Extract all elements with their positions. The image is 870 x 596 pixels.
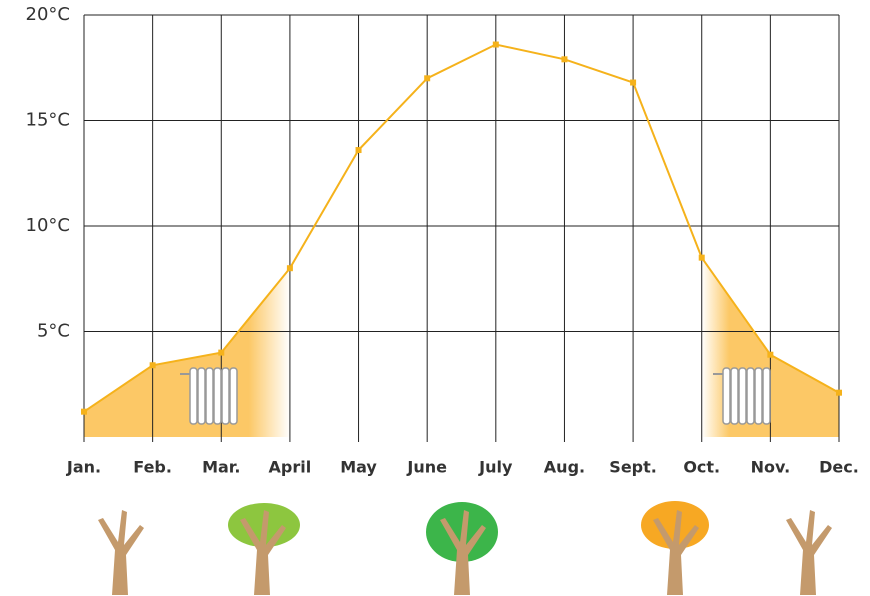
point — [81, 409, 87, 415]
point — [493, 42, 499, 48]
y-tick-label: 20°C — [26, 4, 70, 25]
point — [356, 147, 362, 153]
point — [150, 362, 156, 368]
point — [699, 255, 705, 261]
x-tick-label: Oct. — [683, 458, 720, 477]
point — [287, 265, 293, 271]
x-tick-label: Jan. — [66, 458, 101, 477]
heating-area — [84, 268, 290, 437]
x-tick-label: Sept. — [609, 458, 657, 477]
x-tick-label: Nov. — [751, 458, 791, 477]
y-tick-label: 5°C — [37, 321, 70, 342]
x-tick-label: Feb. — [133, 458, 172, 477]
x-tick-label: Mar. — [202, 458, 240, 477]
x-tick-label: May — [340, 458, 377, 477]
x-tick-label: April — [269, 458, 312, 477]
y-tick-label: 15°C — [26, 110, 70, 131]
point — [561, 56, 567, 62]
point — [767, 352, 773, 358]
x-tick-label: July — [478, 458, 513, 477]
point — [218, 350, 224, 356]
point — [424, 75, 430, 81]
chart: 5°C 10°C 15°C 20°C Jan. Feb. Mar. April May June J… — [0, 0, 870, 596]
x-tick-label: Aug. — [544, 458, 585, 477]
x-tick-label: June — [406, 458, 447, 477]
x-tick-label: Dec. — [819, 458, 859, 477]
point — [836, 390, 842, 396]
y-tick-label: 10°C — [26, 215, 70, 236]
point — [630, 80, 636, 86]
